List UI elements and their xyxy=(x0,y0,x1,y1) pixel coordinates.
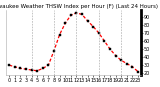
Title: Milwaukee Weather THSW Index per Hour (F) (Last 24 Hours): Milwaukee Weather THSW Index per Hour (F… xyxy=(0,4,158,9)
